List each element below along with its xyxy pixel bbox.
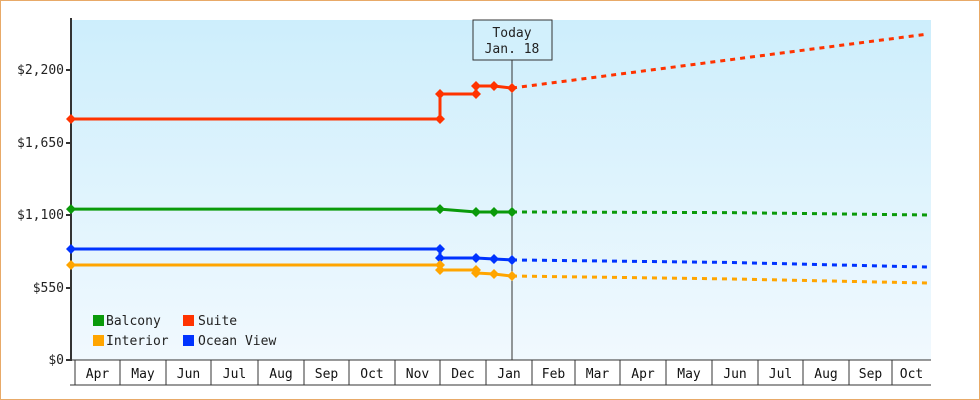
y-tick-label: $0: [48, 353, 64, 368]
data-point-marker[interactable]: [507, 83, 517, 94]
data-point-marker[interactable]: [489, 269, 499, 280]
data-point-marker[interactable]: [471, 206, 481, 217]
plot-area: [71, 20, 931, 360]
data-point-marker[interactable]: [489, 80, 499, 91]
y-tick-label: $550: [33, 281, 64, 296]
x-month-label: Feb: [542, 367, 566, 382]
series-lines: [66, 32, 929, 285]
legend-item-suite[interactable]: Suite: [183, 314, 237, 329]
data-point-marker[interactable]: [489, 254, 499, 265]
x-month-label: Aug: [269, 367, 292, 382]
today-date: Jan. 18: [485, 42, 540, 57]
legend-item-interior[interactable]: Interior: [93, 334, 169, 349]
data-point-marker[interactable]: [66, 244, 76, 255]
legend-item-balcony[interactable]: Balcony: [93, 314, 161, 329]
series-ocean-view: [66, 244, 929, 269]
data-point-marker[interactable]: [507, 254, 517, 265]
data-point-marker[interactable]: [435, 88, 445, 99]
y-tick-label: $1,650: [17, 136, 64, 151]
legend-label-suite: Suite: [198, 314, 237, 329]
x-month-label: Jul: [223, 367, 246, 382]
data-point-marker[interactable]: [435, 204, 445, 215]
data-point-marker[interactable]: [471, 268, 481, 278]
legend-item-ocean-view[interactable]: Ocean View: [183, 334, 276, 349]
x-month-label: Oct: [900, 367, 923, 382]
data-point-marker[interactable]: [507, 206, 517, 217]
y-axis: $0 $550 $1,100 $1,650 $2,200: [17, 18, 72, 368]
legend-label-ocean-view: Ocean View: [198, 334, 276, 349]
y-tick-label: $1,100: [17, 208, 64, 223]
today-label: Today: [492, 26, 531, 41]
data-point-marker[interactable]: [435, 114, 445, 125]
x-month-label: Jun: [723, 367, 746, 382]
x-month-label: Aug: [814, 367, 837, 382]
data-point-marker[interactable]: [471, 252, 481, 263]
data-point-marker[interactable]: [435, 259, 445, 270]
x-month-label: Sep: [315, 367, 339, 382]
data-point-marker[interactable]: [66, 259, 76, 270]
legend-swatch-suite: [183, 315, 194, 326]
x-month-label: Apr: [86, 367, 110, 382]
legend-label-balcony: Balcony: [106, 314, 161, 329]
x-month-label: Oct: [360, 367, 383, 382]
data-point-marker[interactable]: [489, 206, 499, 217]
legend-swatch-interior: [93, 335, 104, 346]
x-axis: Apr May Jun Jul Aug Sep Oct Nov Dec Jan Feb Mar Apr M…: [70, 359, 931, 386]
x-month-label: Dec: [451, 367, 474, 382]
y-tick-label: $2,200: [17, 63, 64, 78]
data-point-marker[interactable]: [471, 80, 481, 91]
data-point-marker[interactable]: [435, 252, 445, 263]
series-balcony: [66, 204, 929, 217]
x-month-label: May: [131, 367, 155, 382]
x-month-label: Jul: [769, 367, 792, 382]
x-month-label: Sep: [859, 367, 883, 382]
x-month-label: Jun: [177, 367, 200, 382]
data-point-marker[interactable]: [507, 271, 517, 282]
legend: Balcony Suite Interior Ocean View: [93, 314, 276, 349]
x-month-label: Apr: [631, 367, 655, 382]
x-month-label: Jan: [497, 367, 520, 382]
x-month-label: Mar: [586, 367, 610, 382]
legend-swatch-balcony: [93, 315, 104, 326]
today-marker: Today Jan. 18: [472, 19, 553, 360]
legend-swatch-ocean-view: [183, 335, 194, 346]
data-point-marker[interactable]: [66, 204, 76, 215]
series-suite: [66, 32, 929, 125]
x-month-label: May: [677, 367, 701, 382]
data-point-marker[interactable]: [66, 114, 76, 125]
data-point-marker[interactable]: [435, 264, 445, 275]
legend-label-interior: Interior: [106, 334, 169, 349]
data-point-marker[interactable]: [471, 88, 481, 99]
series-interior: [66, 259, 929, 285]
data-point-marker[interactable]: [435, 244, 445, 255]
x-month-label: Nov: [406, 367, 430, 382]
